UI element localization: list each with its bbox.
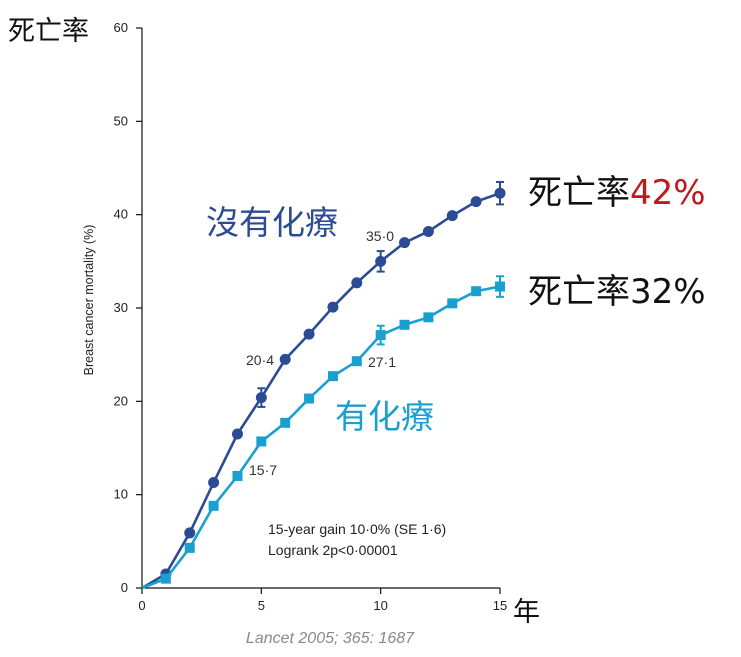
x-unit-label: 年 <box>513 597 540 628</box>
data-point <box>208 500 219 511</box>
data-point <box>280 417 291 428</box>
series-line <box>141 191 501 590</box>
data-point <box>256 436 267 447</box>
data-point <box>375 330 386 341</box>
source-citation: Lancet 2005; 365: 1687 <box>245 630 415 647</box>
data-point <box>423 312 434 323</box>
series-line <box>141 285 501 590</box>
gain-annotation: 15-year gain 10·0% (SE 1·6) <box>268 521 446 537</box>
data-point <box>351 356 362 367</box>
data-point <box>422 225 434 237</box>
x-tick-label: 5 <box>258 598 265 613</box>
data-point <box>184 527 196 539</box>
end-label-no-chemo: 死亡率42% <box>528 173 706 213</box>
data-point <box>327 301 339 313</box>
data-point <box>232 471 243 481</box>
series-1 <box>141 275 505 590</box>
point-label-35: 35·0 <box>366 228 394 244</box>
data-point <box>279 353 291 365</box>
data-point <box>471 286 482 297</box>
y-tick-label: 40 <box>114 207 128 222</box>
x-ticks: 0 5 10 15 <box>138 588 507 613</box>
data-point <box>231 428 243 440</box>
series-label-chemo: 有化療 <box>335 397 434 436</box>
x-tick-label: 10 <box>373 598 387 613</box>
point-label-15: 15·7 <box>249 462 277 478</box>
x-tick-label: 0 <box>138 598 145 613</box>
data-point <box>494 187 506 199</box>
data-point <box>208 477 220 489</box>
series-layer <box>141 181 506 590</box>
data-point <box>447 298 458 309</box>
x-tick-label: 15 <box>493 598 507 613</box>
series-0 <box>141 181 506 590</box>
data-point <box>375 255 387 267</box>
y-tick-label: 60 <box>114 20 128 35</box>
data-point <box>304 393 315 404</box>
series-label-no-chemo: 沒有化療 <box>206 203 338 242</box>
point-label-27: 27·1 <box>368 354 396 370</box>
data-point <box>160 573 171 584</box>
end-label-chemo-value: 32% <box>630 272 706 312</box>
y-tick-label: 20 <box>114 393 128 408</box>
data-point <box>399 319 410 330</box>
data-point <box>184 542 195 553</box>
data-point <box>446 210 458 222</box>
y-tick-label: 30 <box>114 300 128 315</box>
end-label-chemo: 死亡率32% <box>528 272 706 312</box>
data-point <box>327 371 338 382</box>
logrank-annotation: Logrank 2p<0·00001 <box>268 542 398 558</box>
data-point <box>255 392 267 404</box>
data-point <box>495 281 505 292</box>
y-tick-label: 10 <box>114 487 128 502</box>
end-label-no-chemo-value: 42% <box>630 173 706 213</box>
end-label-no-chemo-prefix: 死亡率 <box>528 173 630 213</box>
y-axis-label: Breast cancer mortality (%) <box>82 225 96 376</box>
data-point <box>303 328 315 340</box>
y-ticks: 0 10 20 30 40 50 60 <box>114 20 142 595</box>
point-label-20: 20·4 <box>246 352 274 368</box>
y-tick-label: 50 <box>114 113 128 128</box>
y-unit-label: 死亡率 <box>8 16 89 47</box>
y-tick-label: 0 <box>121 580 128 595</box>
end-label-chemo-prefix: 死亡率 <box>528 272 630 312</box>
data-point <box>351 277 363 289</box>
data-point <box>399 237 411 249</box>
data-point <box>470 196 482 208</box>
